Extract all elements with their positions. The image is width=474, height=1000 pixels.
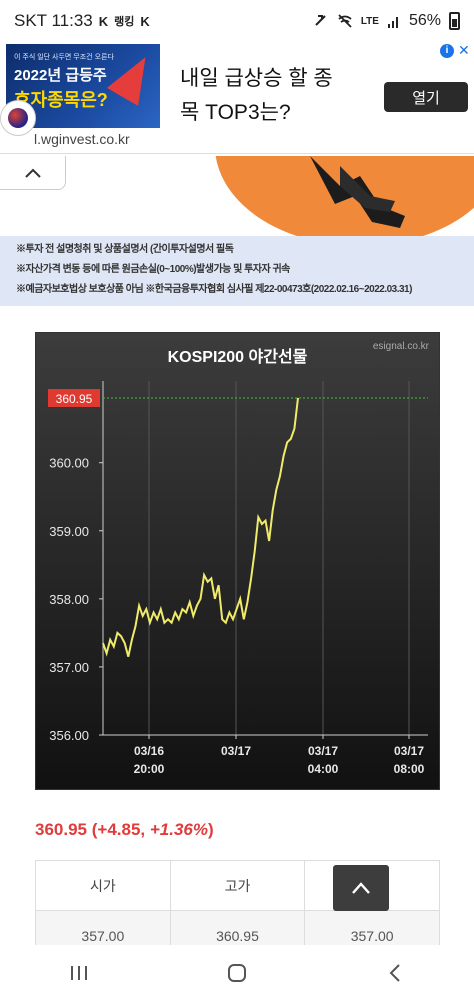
y-tick-label: 356.00 — [49, 728, 89, 743]
back-icon — [389, 963, 400, 982]
carrier-time: SKT 11:33 — [14, 11, 93, 30]
k-app-icon-2: K — [140, 13, 150, 29]
chart-title: KOSPI200 야간선물 — [167, 349, 308, 366]
home-button[interactable] — [207, 953, 267, 993]
home-icon — [228, 963, 246, 982]
x-tick-label: 03/17 — [221, 744, 251, 758]
current-value-badge — [48, 389, 100, 408]
table-header-row: 시가 고가 저가 — [35, 860, 440, 911]
advertiser-logo — [0, 100, 36, 136]
disclaimer-line: ※자산가격 변동 등에 따른 원금손실(0~100%)발생가능 및 투자자 귀속 — [16, 264, 290, 275]
current-value-label: 360.95 — [56, 392, 93, 406]
mute-icon — [315, 15, 326, 26]
close-icon[interactable]: ✕ — [458, 42, 470, 58]
series-line — [102, 397, 299, 657]
y-tick-label: 357.00 — [49, 660, 89, 675]
banner-disclaimer: ※투자 전 설명청취 및 상품설명서 (간이투자설명서 필독 ※자산가격 변동 … — [0, 236, 474, 306]
k-app-icon: K — [98, 13, 109, 29]
promo-banner[interactable]: ※투자 전 설명청취 및 상품설명서 (간이투자설명서 필독 ※자산가격 변동 … — [0, 156, 474, 306]
x-tick-label: 04:00 — [308, 762, 339, 776]
chevron-up-icon — [352, 882, 370, 894]
ad-banner[interactable]: 이 주식 일단 사두면 무조건 오른다 2022년 급등주 효자종목은? l.w… — [0, 42, 474, 154]
price-change: (+4.85, — [91, 820, 150, 839]
recents-icon — [71, 965, 87, 980]
ad-choices[interactable]: i ✕ — [440, 42, 470, 59]
system-nav-bar — [0, 945, 474, 1000]
ad-url[interactable]: l.wginvest.co.kr — [34, 131, 130, 147]
x-tick-label: 03/17 — [308, 744, 338, 758]
wifi-off-icon — [338, 14, 352, 28]
back-button[interactable] — [365, 953, 425, 993]
x-tick-label: 03/17 — [394, 744, 424, 758]
info-icon[interactable]: i — [440, 43, 454, 58]
scroll-to-top-button[interactable] — [333, 865, 389, 911]
y-tick-label: 360.00 — [49, 456, 89, 471]
battery-icon — [449, 12, 460, 30]
ad-headline[interactable]: 내일 급상승 할 종목 TOP3는? — [180, 67, 333, 124]
disclaimer-line: ※예금자보호법상 보호상품 아님 ※한국금융투자협회 심사필 제22-00473… — [16, 284, 412, 295]
chart-canvas: 356.00 357.00 358.00 359.00 360.00 03/16 20:00… — [48, 381, 428, 776]
status-bar: SKT 11:33 K 랭킹 K LTE 56% — [0, 0, 474, 42]
x-tick-label: 03/16 — [134, 744, 164, 758]
ad-image-small-text: 이 주식 일단 사두면 무조건 오른다 — [14, 54, 114, 61]
signal-icon — [387, 17, 398, 28]
ad-open-button[interactable]: 열기 — [384, 82, 468, 112]
ad-arrow-graphic — [106, 48, 160, 106]
header-open: 시가 — [35, 860, 171, 911]
current-price: 360.95 — [35, 820, 87, 839]
ad-image-line1: 2022년 급등주 — [14, 67, 107, 84]
close-paren: ) — [208, 820, 214, 839]
banner-figure-graphic — [310, 156, 405, 228]
recents-button[interactable] — [49, 953, 109, 993]
ranking-app-icon: 랭킹 — [114, 16, 135, 28]
battery-percent: 56% — [408, 12, 441, 29]
kospi-chart: 356.00 357.00 358.00 359.00 360.00 03/16 20:00… — [35, 332, 440, 790]
ad-image-line2: 효자종목은? — [14, 90, 108, 110]
chart-source: esignal.co.kr — [372, 341, 429, 352]
price-summary: 360.95 (+4.85, +1.36%) — [35, 820, 214, 840]
header-high: 고가 — [169, 860, 306, 911]
status-left: SKT 11:33 K 랭킹 K — [14, 11, 150, 31]
collapse-button[interactable] — [0, 156, 66, 190]
disclaimer-line: ※투자 전 설명청취 및 상품설명서 (간이투자설명서 필독 — [16, 244, 234, 255]
status-right: LTE 56% — [313, 12, 460, 30]
x-tick-label: 08:00 — [394, 762, 425, 776]
x-tick-label: 20:00 — [134, 762, 165, 776]
lte-icon: LTE — [360, 15, 379, 27]
price-change-percent: +1.36% — [149, 820, 208, 839]
y-tick-label: 358.00 — [49, 592, 89, 607]
y-tick-label: 359.00 — [49, 524, 89, 539]
chevron-up-icon — [24, 168, 41, 178]
